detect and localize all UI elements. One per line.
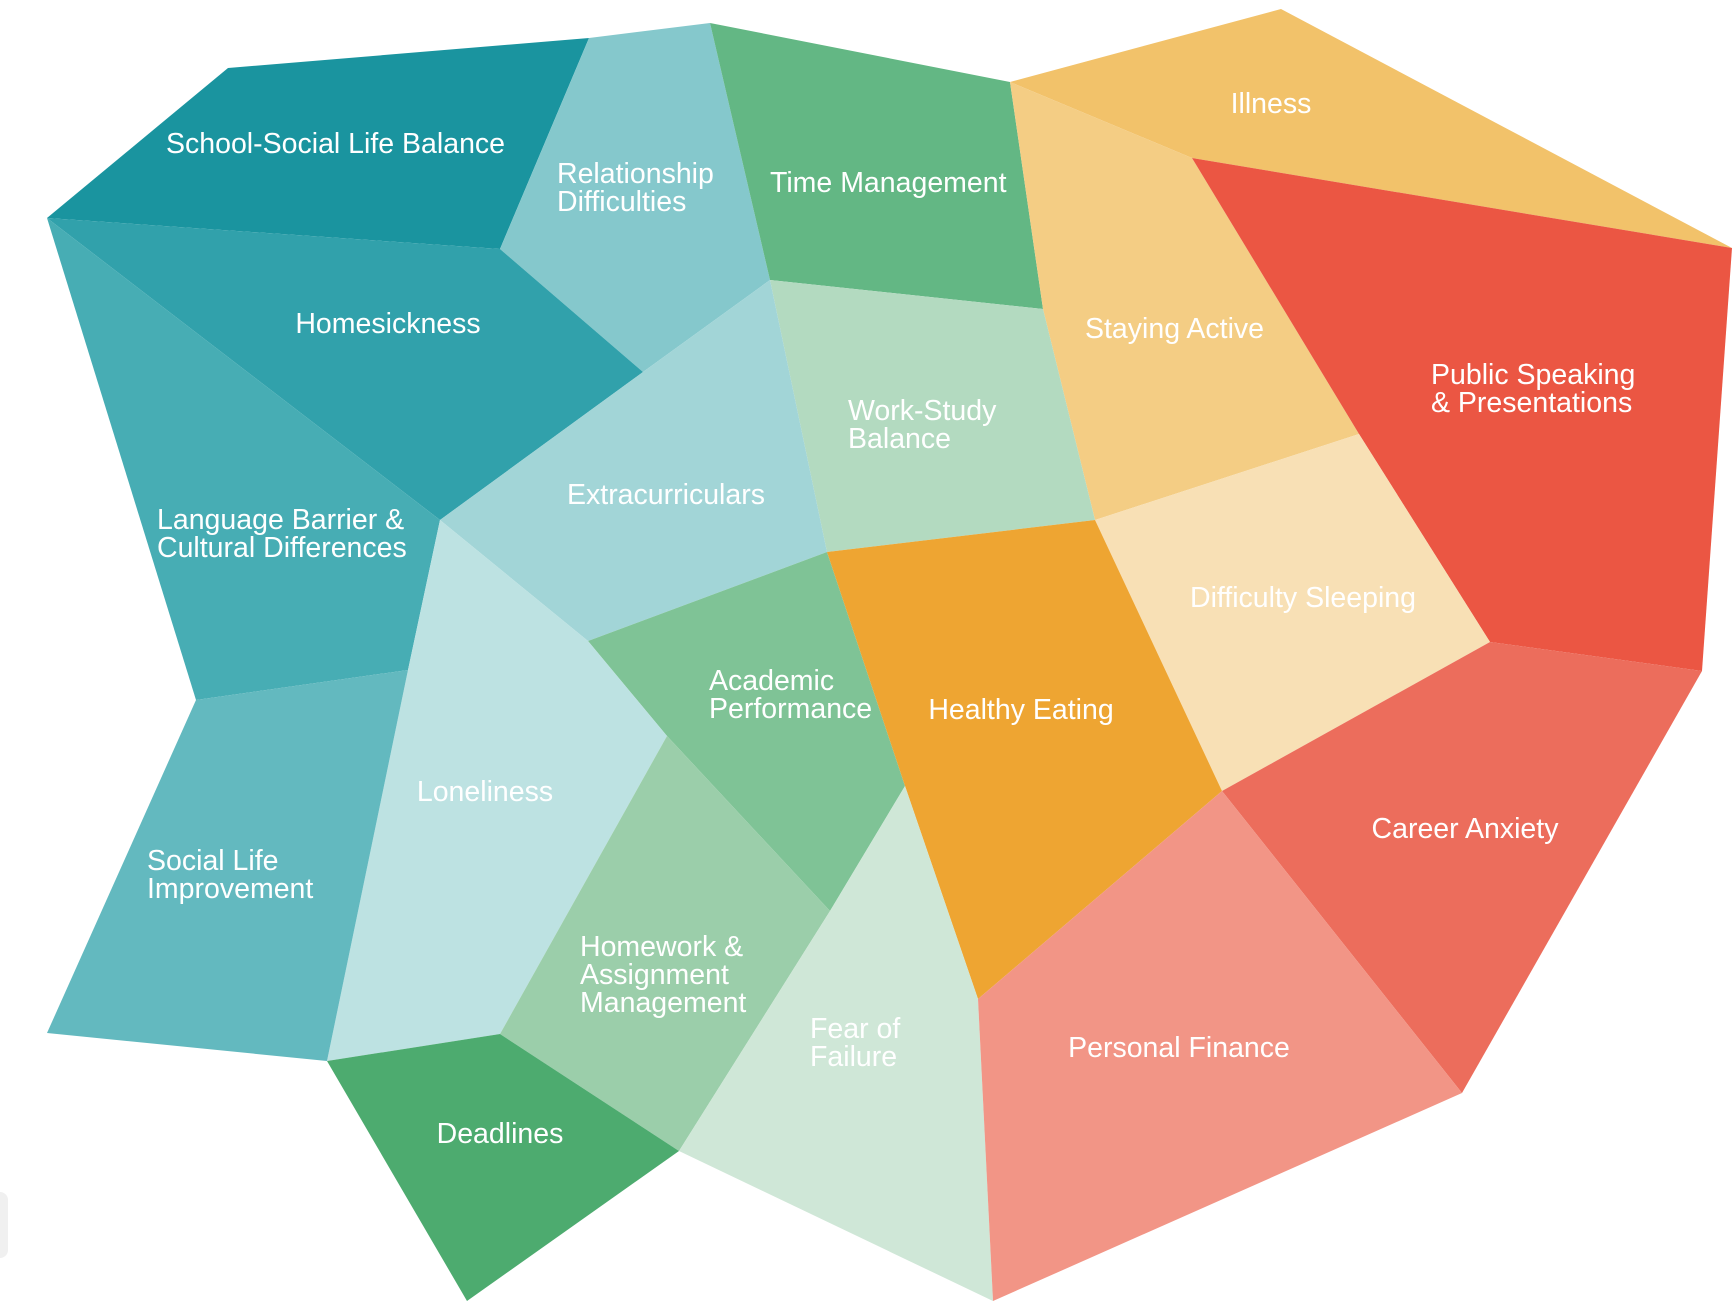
cell-difficulty-sleeping[interactable]	[1095, 434, 1490, 791]
cell-work-study-balance[interactable]	[770, 280, 1095, 552]
cell-fear-of-failure[interactable]	[679, 786, 993, 1301]
cell-language-barrier[interactable]	[47, 218, 440, 700]
cell-healthy-eating[interactable]	[827, 520, 1222, 999]
cell-academic-performance[interactable]	[588, 552, 905, 911]
cell-staying-active[interactable]	[1010, 82, 1359, 520]
cell-deadlines[interactable]	[327, 1034, 679, 1301]
side-panel-handle	[0, 1192, 8, 1258]
cell-school-social-life-balance[interactable]	[47, 38, 589, 249]
cell-public-speaking[interactable]	[1192, 158, 1732, 671]
cell-time-management[interactable]	[710, 23, 1043, 309]
cell-homework-assignment[interactable]	[500, 736, 830, 1151]
cell-homesickness[interactable]	[47, 218, 643, 520]
cell-extracurriculars[interactable]	[440, 280, 827, 641]
voronoi-cells	[47, 9, 1732, 1301]
cell-career-anxiety[interactable]	[1222, 642, 1702, 1093]
cell-personal-finance[interactable]	[978, 791, 1462, 1301]
cell-loneliness[interactable]	[327, 520, 667, 1061]
cell-illness[interactable]	[1010, 9, 1732, 248]
cell-relationship-difficulties[interactable]	[500, 23, 770, 372]
cell-social-life-improvement[interactable]	[47, 670, 408, 1061]
